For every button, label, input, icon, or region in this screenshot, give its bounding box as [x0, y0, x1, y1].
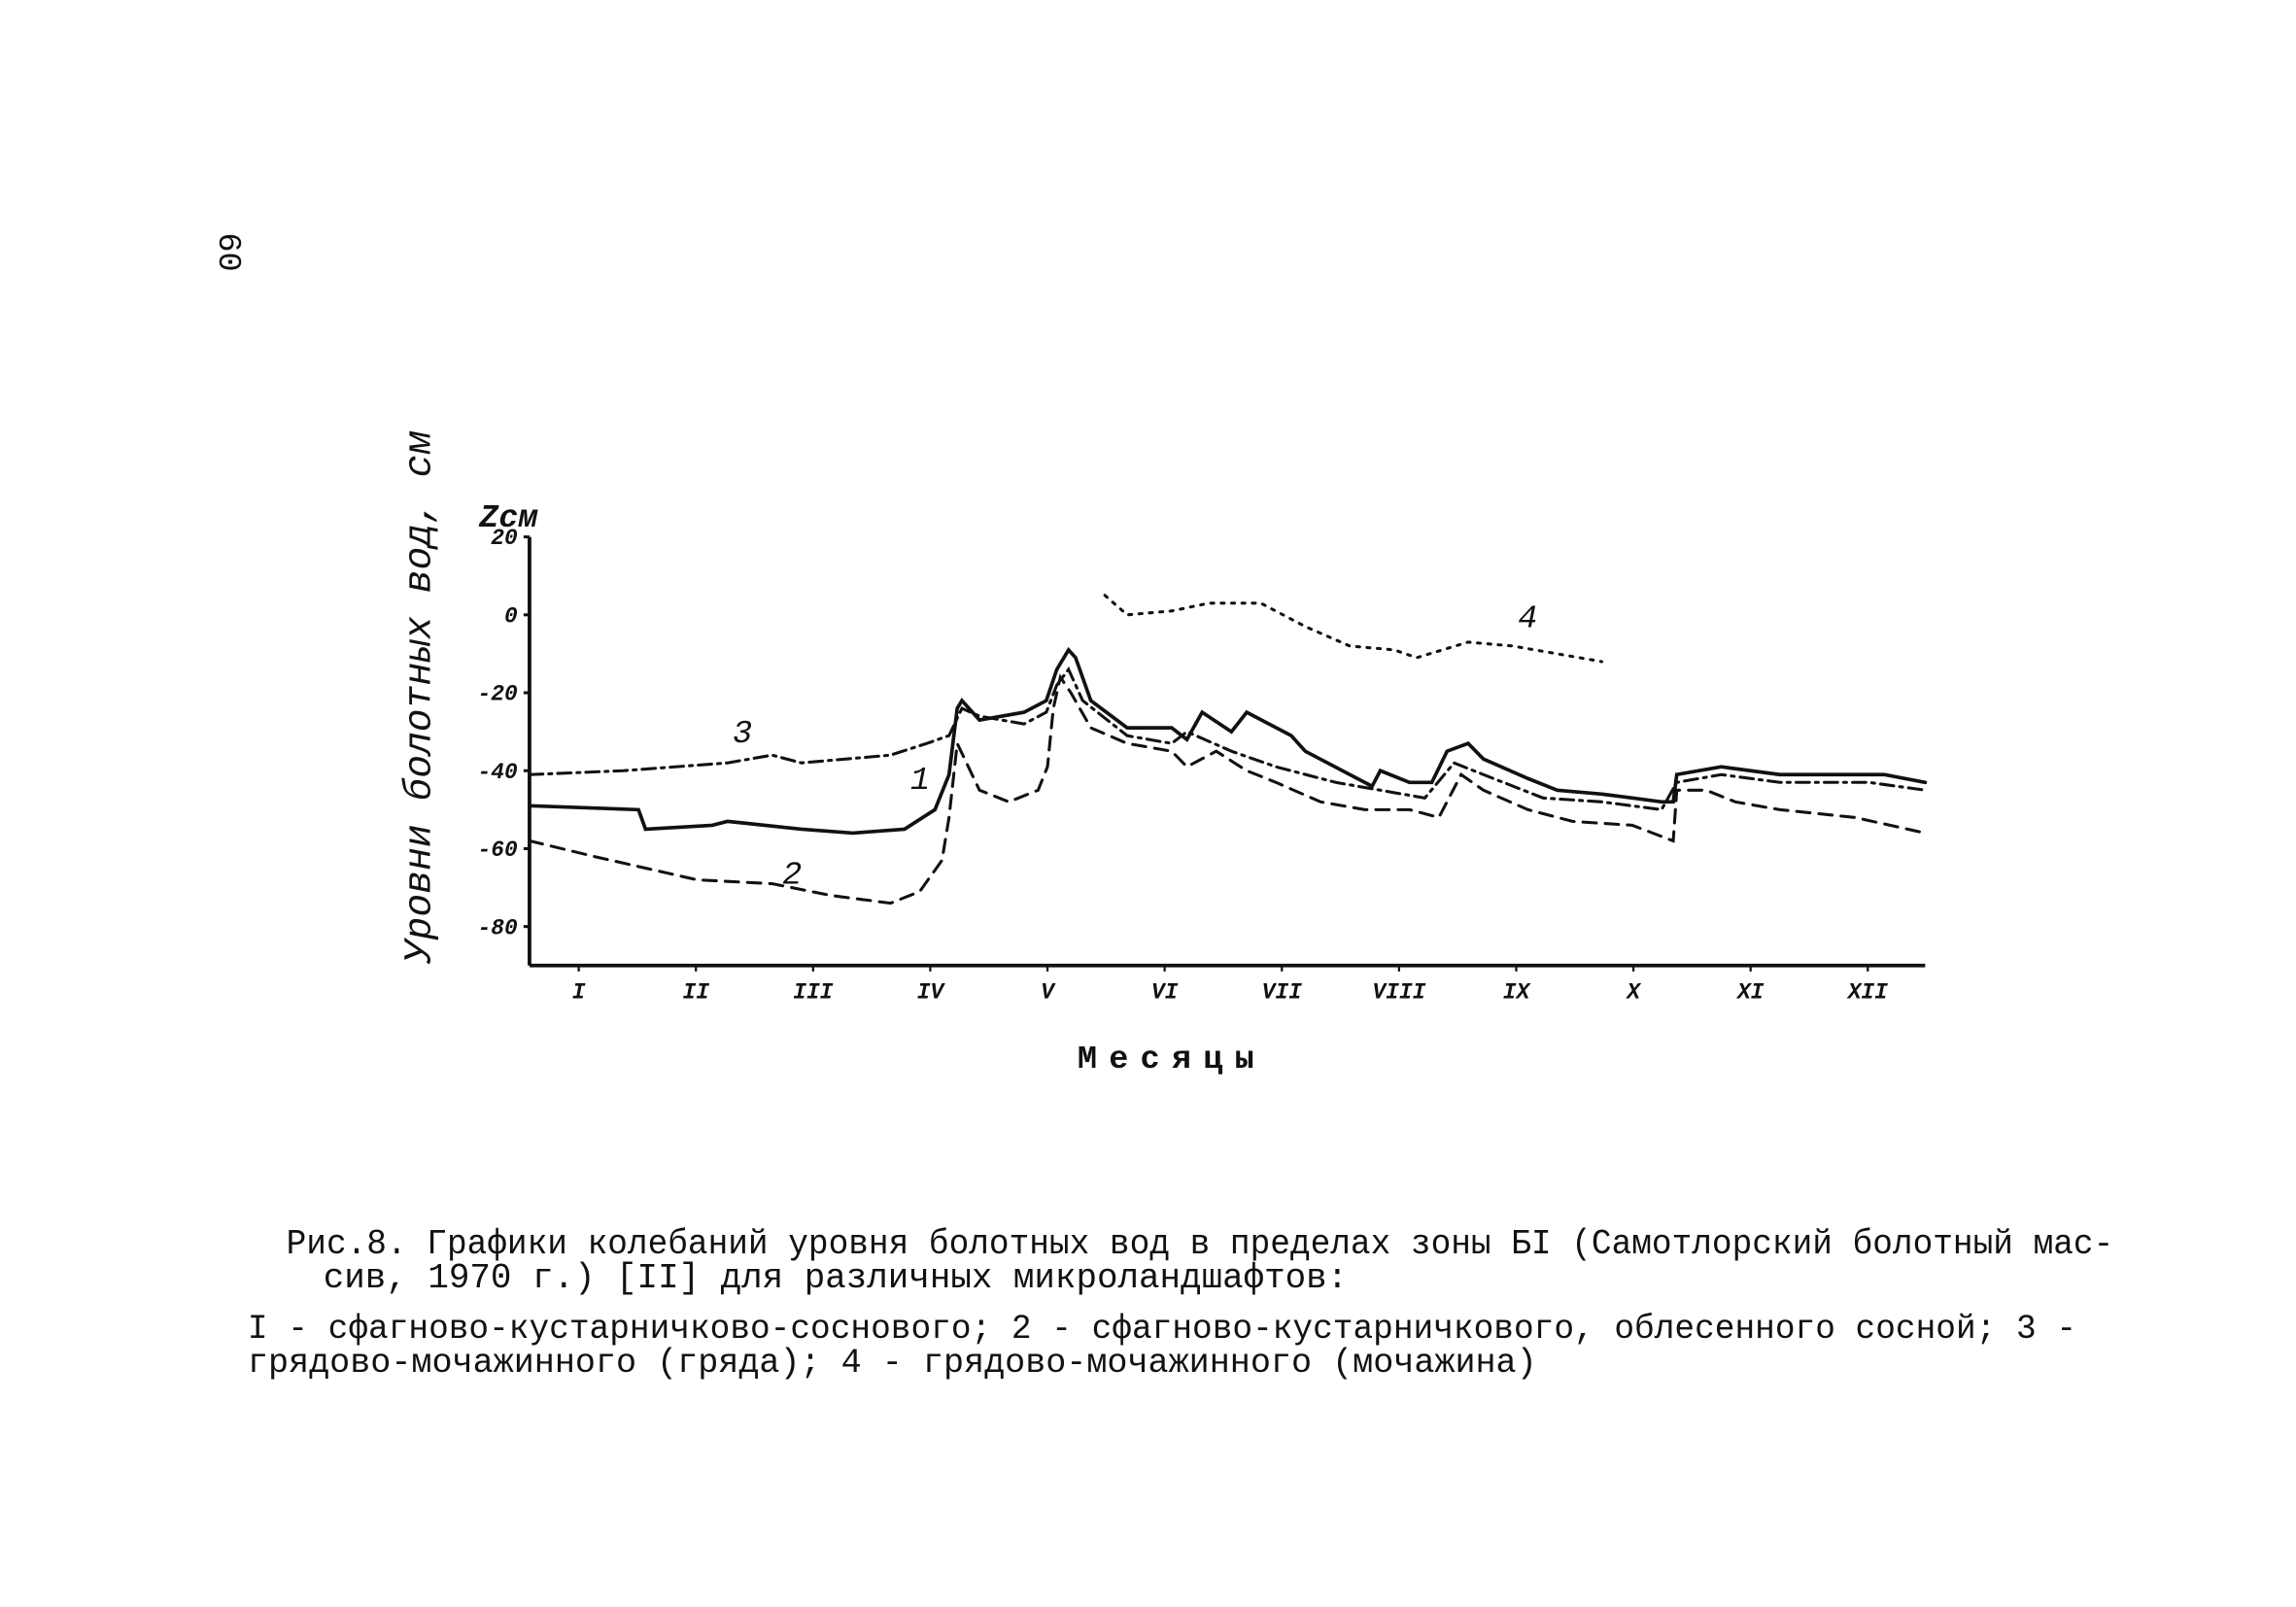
series-label: 4: [1518, 600, 1537, 637]
y-tick-label: 20: [491, 526, 518, 551]
y-tick-label: -20: [478, 682, 518, 707]
series-label: 3: [733, 716, 752, 753]
x-tick-label: IX: [1503, 979, 1532, 1005]
legend-line: грядово-мочажинного (гряда); 4 - грядово…: [248, 1344, 1537, 1383]
page-number: 60: [209, 232, 246, 271]
x-tick-label: V: [1041, 979, 1056, 1005]
x-tick-label: II: [682, 979, 709, 1005]
x-axis-title: Месяцы: [1078, 1042, 1266, 1078]
x-tick-label: VIII: [1372, 979, 1425, 1005]
x-tick-label: XII: [1846, 979, 1888, 1005]
x-tick-label: VI: [1151, 979, 1179, 1005]
series-line: [528, 646, 1928, 836]
x-tick-label: X: [1625, 979, 1642, 1005]
series-label: 2: [782, 857, 802, 894]
legend-line: I - сфагново-кустарничково-соснового; 2 …: [248, 1310, 2076, 1349]
x-tick-label: IV: [917, 979, 946, 1005]
y-axis-title: Уровни болотных вод, см: [398, 431, 442, 966]
series-line: [528, 666, 1927, 811]
caption-line: сив, 1970 г.) [II] для различных микрола…: [324, 1258, 1348, 1298]
y-tick-label: -60: [478, 838, 518, 863]
series-label: 1: [910, 763, 930, 800]
x-tick-label: XI: [1735, 979, 1765, 1005]
series-line: [528, 673, 1927, 906]
x-tick-label: III: [793, 979, 833, 1005]
y-tick-label: -40: [478, 760, 518, 785]
y-axis-unit: Zсм: [478, 500, 538, 537]
caption-line: Рис.8. Графики колебаний уровня болотных…: [287, 1224, 2114, 1264]
x-tick-label: I: [572, 979, 586, 1005]
x-tick-label: VII: [1262, 979, 1302, 1005]
y-tick-label: 0: [504, 603, 518, 629]
y-tick-label: -80: [478, 915, 518, 940]
series-line: [1103, 594, 1604, 664]
